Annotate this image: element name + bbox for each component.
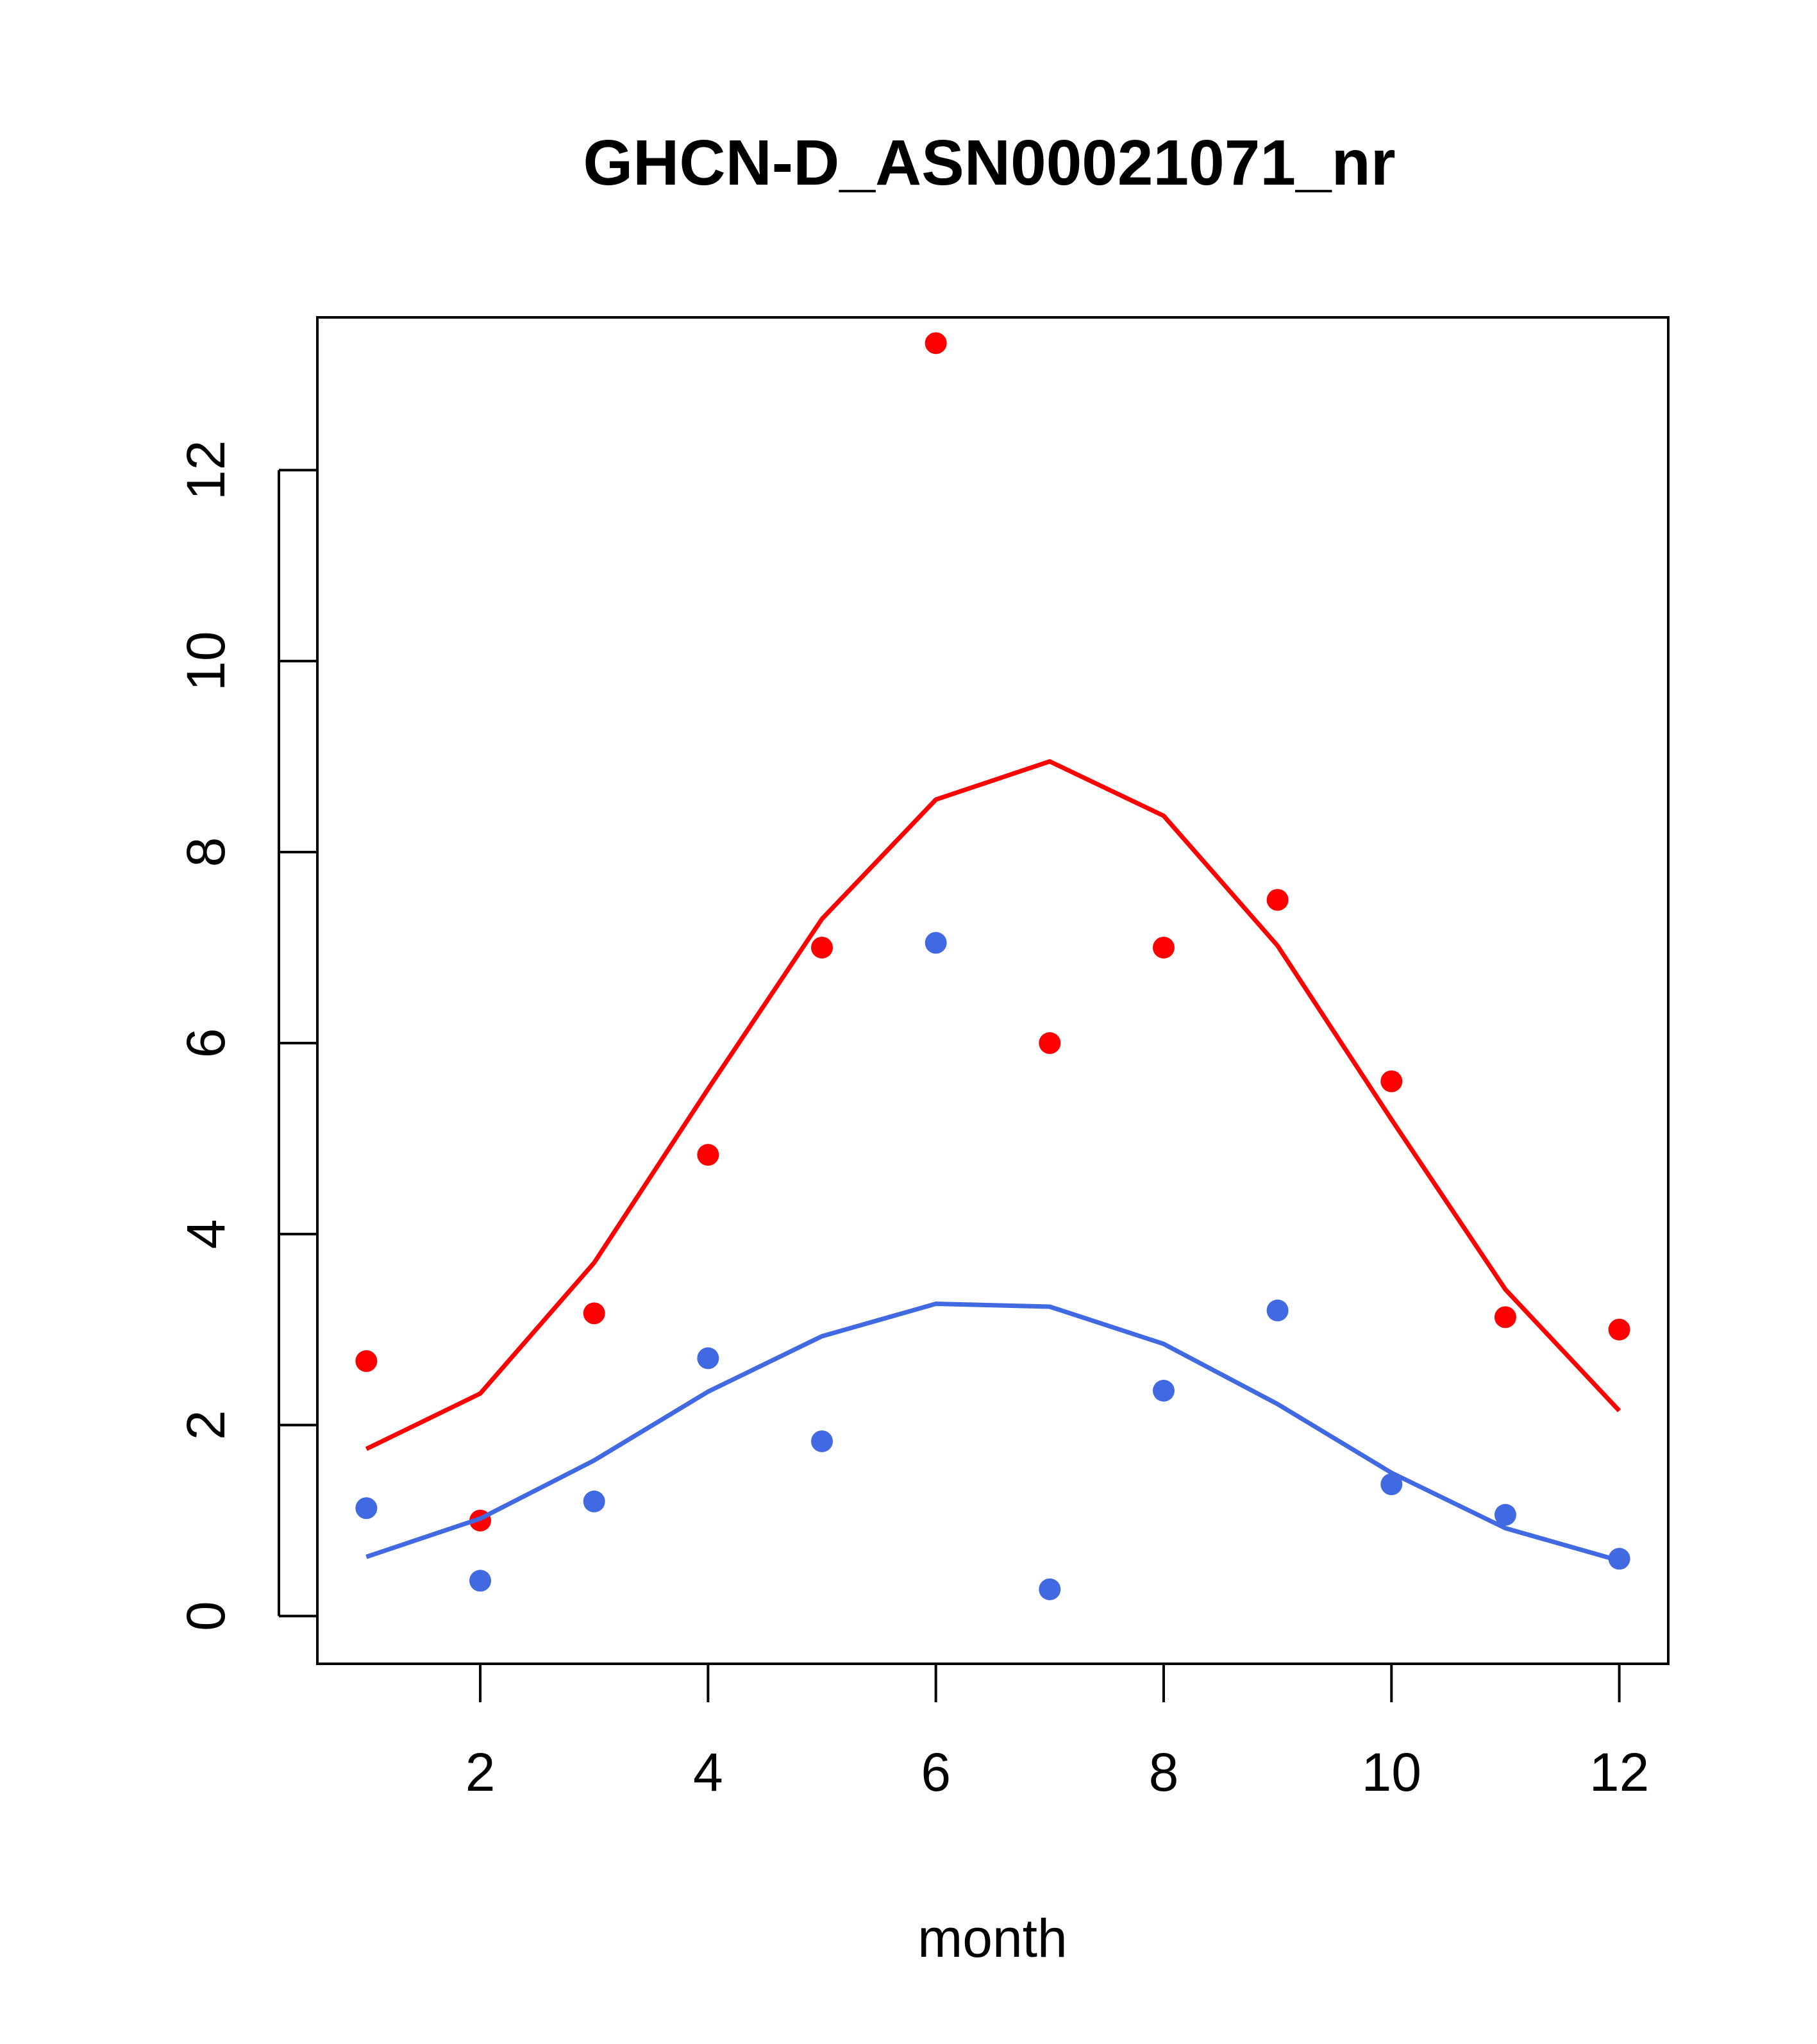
- series-0-point: [925, 332, 947, 355]
- series-2-point: [925, 932, 947, 954]
- series-2-point: [811, 1430, 833, 1452]
- series-0-point: [355, 1350, 378, 1372]
- series-2-point: [355, 1497, 378, 1520]
- y-tick-label: 8: [176, 837, 236, 867]
- chart-title: GHCN-D_ASN00021071_nr: [583, 127, 1395, 199]
- series-2-point: [1494, 1504, 1516, 1526]
- series-2-point: [1266, 1299, 1289, 1321]
- series-2-point: [583, 1490, 605, 1512]
- y-axis-ticks: 0 2 4 6 8 10 12: [176, 440, 317, 1631]
- series-0-point: [1608, 1318, 1630, 1341]
- series-2-point: [1039, 1578, 1061, 1600]
- y-tick-label: 4: [176, 1219, 236, 1249]
- x-tick-label: 4: [693, 1742, 723, 1802]
- series-2-point: [469, 1570, 492, 1592]
- series-0-point: [1494, 1306, 1516, 1328]
- series-0-point: [583, 1302, 605, 1325]
- y-tick-label: 6: [176, 1028, 236, 1059]
- x-tick-label: 10: [1362, 1742, 1421, 1802]
- x-tick-label: 12: [1589, 1742, 1649, 1802]
- series-2-point: [1152, 1380, 1175, 1402]
- series-0-point: [811, 936, 833, 959]
- series-0-point: [1039, 1032, 1061, 1054]
- series-0-point: [1152, 936, 1175, 959]
- series-1-line: [365, 759, 1621, 1452]
- x-axis-label: month: [917, 1908, 1067, 1968]
- y-tick-label: 10: [176, 631, 236, 691]
- series-layer: [355, 332, 1630, 1600]
- series-0-point: [1266, 889, 1289, 911]
- series-0-point: [697, 1144, 719, 1166]
- y-tick-label: 12: [176, 440, 236, 500]
- plot-frame: [316, 316, 1670, 1665]
- series-3-line: [365, 1302, 1620, 1563]
- y-tick-label: 2: [176, 1410, 236, 1440]
- x-tick-label: 6: [921, 1742, 951, 1802]
- series-2-point: [1380, 1473, 1403, 1495]
- x-tick-label: 8: [1149, 1742, 1179, 1802]
- series-0-point: [1380, 1070, 1403, 1093]
- y-tick-label: 0: [176, 1601, 236, 1631]
- x-axis-ticks: 2 4 6 8 10 12: [465, 1664, 1649, 1802]
- x-tick-label: 2: [465, 1742, 496, 1802]
- series-2-point: [697, 1347, 719, 1370]
